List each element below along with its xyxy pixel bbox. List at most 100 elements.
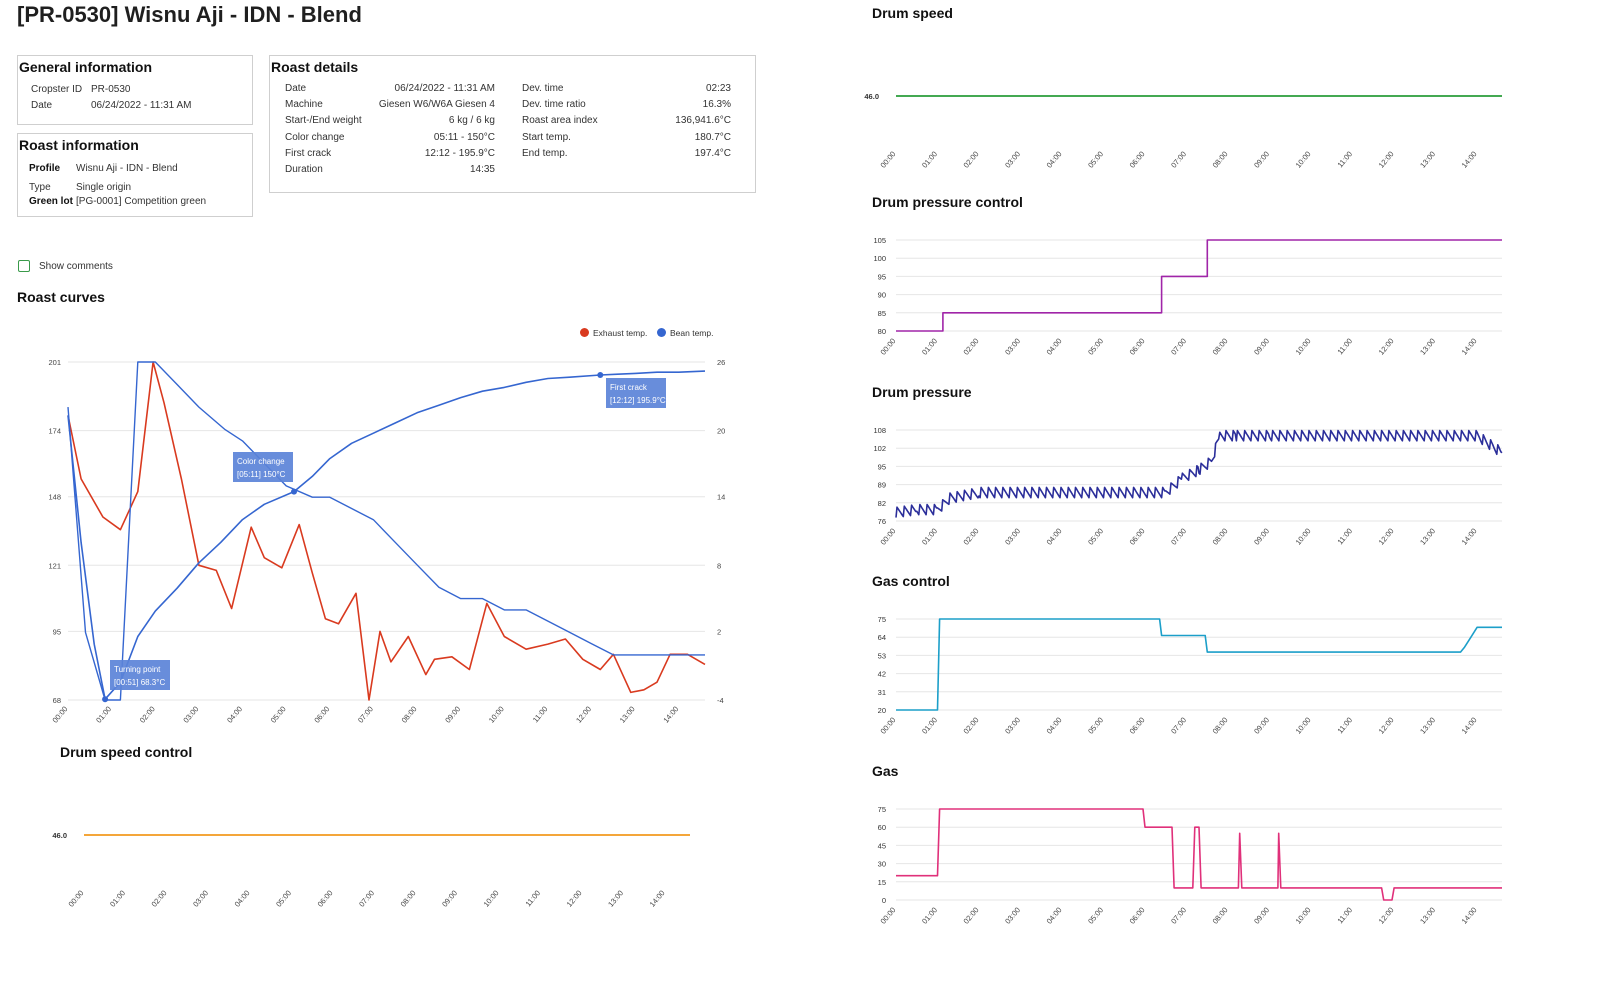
rd-area-index-value: 136,941.6°C bbox=[675, 115, 731, 126]
roast-x-tick-label: 09:00 bbox=[443, 705, 462, 725]
drum-speed-control-x-tick-label: 02:00 bbox=[150, 889, 169, 909]
drum-speed-value-label: 46.0 bbox=[864, 92, 879, 101]
drum-speed-x-tick-label: 05:00 bbox=[1086, 150, 1105, 170]
turning-point-callout-detail: [00:51] 68.3°C bbox=[114, 678, 165, 687]
roast-y-left-tick-label: 148 bbox=[48, 493, 61, 502]
roast-y-left-tick-label: 68 bbox=[53, 696, 61, 705]
first-crack-marker bbox=[597, 371, 604, 378]
drum-speed-control-x-tick-label: 14:00 bbox=[648, 889, 667, 909]
rd-dev-time-label: Dev. time bbox=[522, 83, 564, 94]
drum-pressure-control-x-tick-label: 12:00 bbox=[1377, 337, 1396, 357]
roast-x-tick-label: 11:00 bbox=[531, 705, 550, 725]
gas-x-tick-label: 12:00 bbox=[1377, 906, 1396, 926]
drum-pressure-x-tick-label: 05:00 bbox=[1086, 527, 1105, 547]
drum-pressure-control-line bbox=[896, 239, 1502, 332]
drum-pressure-y-tick-label: 95 bbox=[878, 462, 886, 471]
roast-curves-title: Roast curves bbox=[17, 289, 105, 305]
drum-speed-chart[interactable]: 46.0 00:00 01:00 02:00 03:00 04:00 05:00 06:00 0… bbox=[860, 24, 1520, 184]
turning-point-callout-title: Turning point bbox=[114, 665, 161, 674]
gas-control-x-tick-label: 14:00 bbox=[1460, 716, 1479, 736]
gas-x-tick-label: 13:00 bbox=[1418, 906, 1437, 926]
drum-speed-control-title: Drum speed control bbox=[60, 744, 193, 760]
drum-speed-control-x-tick-label: 01:00 bbox=[108, 889, 127, 909]
general-date-value: 06/24/2022 - 11:31 AM bbox=[91, 100, 192, 111]
first-crack-callout-title: First crack bbox=[610, 383, 648, 392]
gas-control-x-tick-label: 04:00 bbox=[1045, 716, 1064, 736]
drum-speed-x-tick-label: 02:00 bbox=[962, 150, 981, 170]
show-comments-label[interactable]: Show comments bbox=[39, 261, 113, 272]
gas-control-x-tick-label: 08:00 bbox=[1211, 716, 1230, 736]
roast-y-right-tick-label: 2 bbox=[717, 627, 721, 636]
drum-speed-x-tick-label: 04:00 bbox=[1045, 150, 1064, 170]
drum-pressure-control-x-tick-label: 07:00 bbox=[1169, 337, 1188, 357]
roast-y-right-tick-label: 20 bbox=[717, 427, 725, 436]
gas-control-x-tick-label: 10:00 bbox=[1294, 716, 1313, 736]
roast-curves-chart[interactable]: 201 26 174 20 148 14 121 8 95 2 68 -4 00:00 01:00 02:0… bbox=[30, 342, 770, 732]
drum-pressure-control-x-tick-label: 01:00 bbox=[920, 337, 939, 357]
drum-pressure-x-tick-label: 11:00 bbox=[1336, 527, 1355, 547]
drum-pressure-control-x-tick-label: 14:00 bbox=[1460, 337, 1479, 357]
rd-date-label: Date bbox=[285, 83, 307, 94]
exhaust-temp-line bbox=[67, 361, 706, 701]
gas-y-tick-label: 15 bbox=[878, 878, 886, 887]
legend-bean-temp[interactable]: Bean temp. bbox=[657, 328, 713, 338]
gas-title: Gas bbox=[872, 763, 899, 779]
general-information-panel: General information Cropster ID PR-0530 … bbox=[17, 55, 253, 125]
roast-x-tick-label: 05:00 bbox=[269, 705, 288, 725]
rd-date-value: 06/24/2022 - 11:31 AM bbox=[394, 83, 495, 94]
gas-control-x-tick-label: 03:00 bbox=[1003, 716, 1022, 736]
gas-control-y-tick-label: 64 bbox=[878, 633, 886, 642]
gas-control-x-tick-label: 12:00 bbox=[1377, 716, 1396, 736]
drum-speed-control-chart[interactable]: 46.0 00:00 01:00 02:00 03:00 04:00 05:00 06:00 0… bbox=[40, 780, 720, 930]
rd-duration-label: Duration bbox=[285, 164, 323, 175]
drum-pressure-control-x-tick-label: 06:00 bbox=[1128, 337, 1147, 357]
drum-speed-x-tick-label: 07:00 bbox=[1169, 150, 1188, 170]
gas-y-tick-label: 0 bbox=[882, 896, 886, 905]
show-comments-checkbox[interactable] bbox=[18, 260, 30, 272]
drum-pressure-control-y-tick-label: 100 bbox=[873, 254, 886, 263]
roast-y-left-tick-label: 174 bbox=[48, 427, 61, 436]
drum-speed-control-x-tick-label: 10:00 bbox=[482, 889, 501, 909]
gas-x-tick-label: 11:00 bbox=[1336, 906, 1355, 926]
gas-control-y-tick-label: 75 bbox=[878, 615, 886, 624]
drum-pressure-y-tick-label: 89 bbox=[878, 481, 886, 490]
drum-speed-control-x-tick-label: 06:00 bbox=[316, 889, 335, 909]
gas-line bbox=[896, 808, 1502, 901]
drum-speed-x-tick-label: 12:00 bbox=[1377, 150, 1396, 170]
rd-dev-ratio-value: 16.3% bbox=[702, 99, 731, 110]
gas-x-tick-label: 03:00 bbox=[1003, 906, 1022, 926]
drum-pressure-x-tick-label: 00:00 bbox=[879, 527, 898, 547]
drum-speed-x-tick-label: 03:00 bbox=[1003, 150, 1022, 170]
gas-x-tick-label: 05:00 bbox=[1086, 906, 1105, 926]
roast-x-tick-label: 08:00 bbox=[400, 705, 419, 725]
drum-pressure-x-tick-label: 03:00 bbox=[1003, 527, 1022, 547]
gas-control-x-tick-label: 13:00 bbox=[1418, 716, 1437, 736]
rd-machine-value: Giesen W6/W6A Giesen 4 bbox=[378, 99, 495, 110]
drum-pressure-control-y-tick-label: 90 bbox=[878, 291, 886, 300]
roast-x-tick-label: 06:00 bbox=[312, 705, 331, 725]
drum-pressure-control-x-tick-label: 11:00 bbox=[1336, 337, 1355, 357]
roast-x-tick-label: 01:00 bbox=[94, 705, 113, 725]
drum-speed-x-tick-label: 06:00 bbox=[1128, 150, 1147, 170]
drum-pressure-x-tick-label: 12:00 bbox=[1377, 527, 1396, 547]
drum-pressure-control-x-tick-label: 13:00 bbox=[1418, 337, 1437, 357]
gas-control-x-tick-label: 05:00 bbox=[1086, 716, 1105, 736]
drum-speed-x-tick-label: 13:00 bbox=[1418, 150, 1437, 170]
gas-chart[interactable]: 75 60 45 30 15 000:00 01:00 02:00 03:00 04:00 05:0… bbox=[860, 795, 1520, 965]
drum-pressure-control-y-tick-label: 85 bbox=[878, 309, 886, 318]
type-label: Type bbox=[29, 182, 51, 193]
drum-speed-control-value-label: 46.0 bbox=[52, 831, 67, 840]
color-change-callout bbox=[233, 452, 293, 482]
legend-exhaust-temp[interactable]: Exhaust temp. bbox=[580, 328, 647, 338]
turning-point-callout bbox=[110, 660, 170, 690]
color-change-callout-detail: [05:11] 150°C bbox=[237, 470, 286, 479]
rd-color-change-value: 05:11 - 150°C bbox=[433, 132, 495, 143]
roast-information-title: Roast information bbox=[19, 137, 139, 153]
bean-temp-ror-line bbox=[67, 361, 705, 701]
rd-start-temp-label: Start temp. bbox=[522, 132, 571, 143]
drum-pressure-x-tick-label: 08:00 bbox=[1211, 527, 1230, 547]
roast-x-tick-label: 02:00 bbox=[138, 705, 157, 725]
